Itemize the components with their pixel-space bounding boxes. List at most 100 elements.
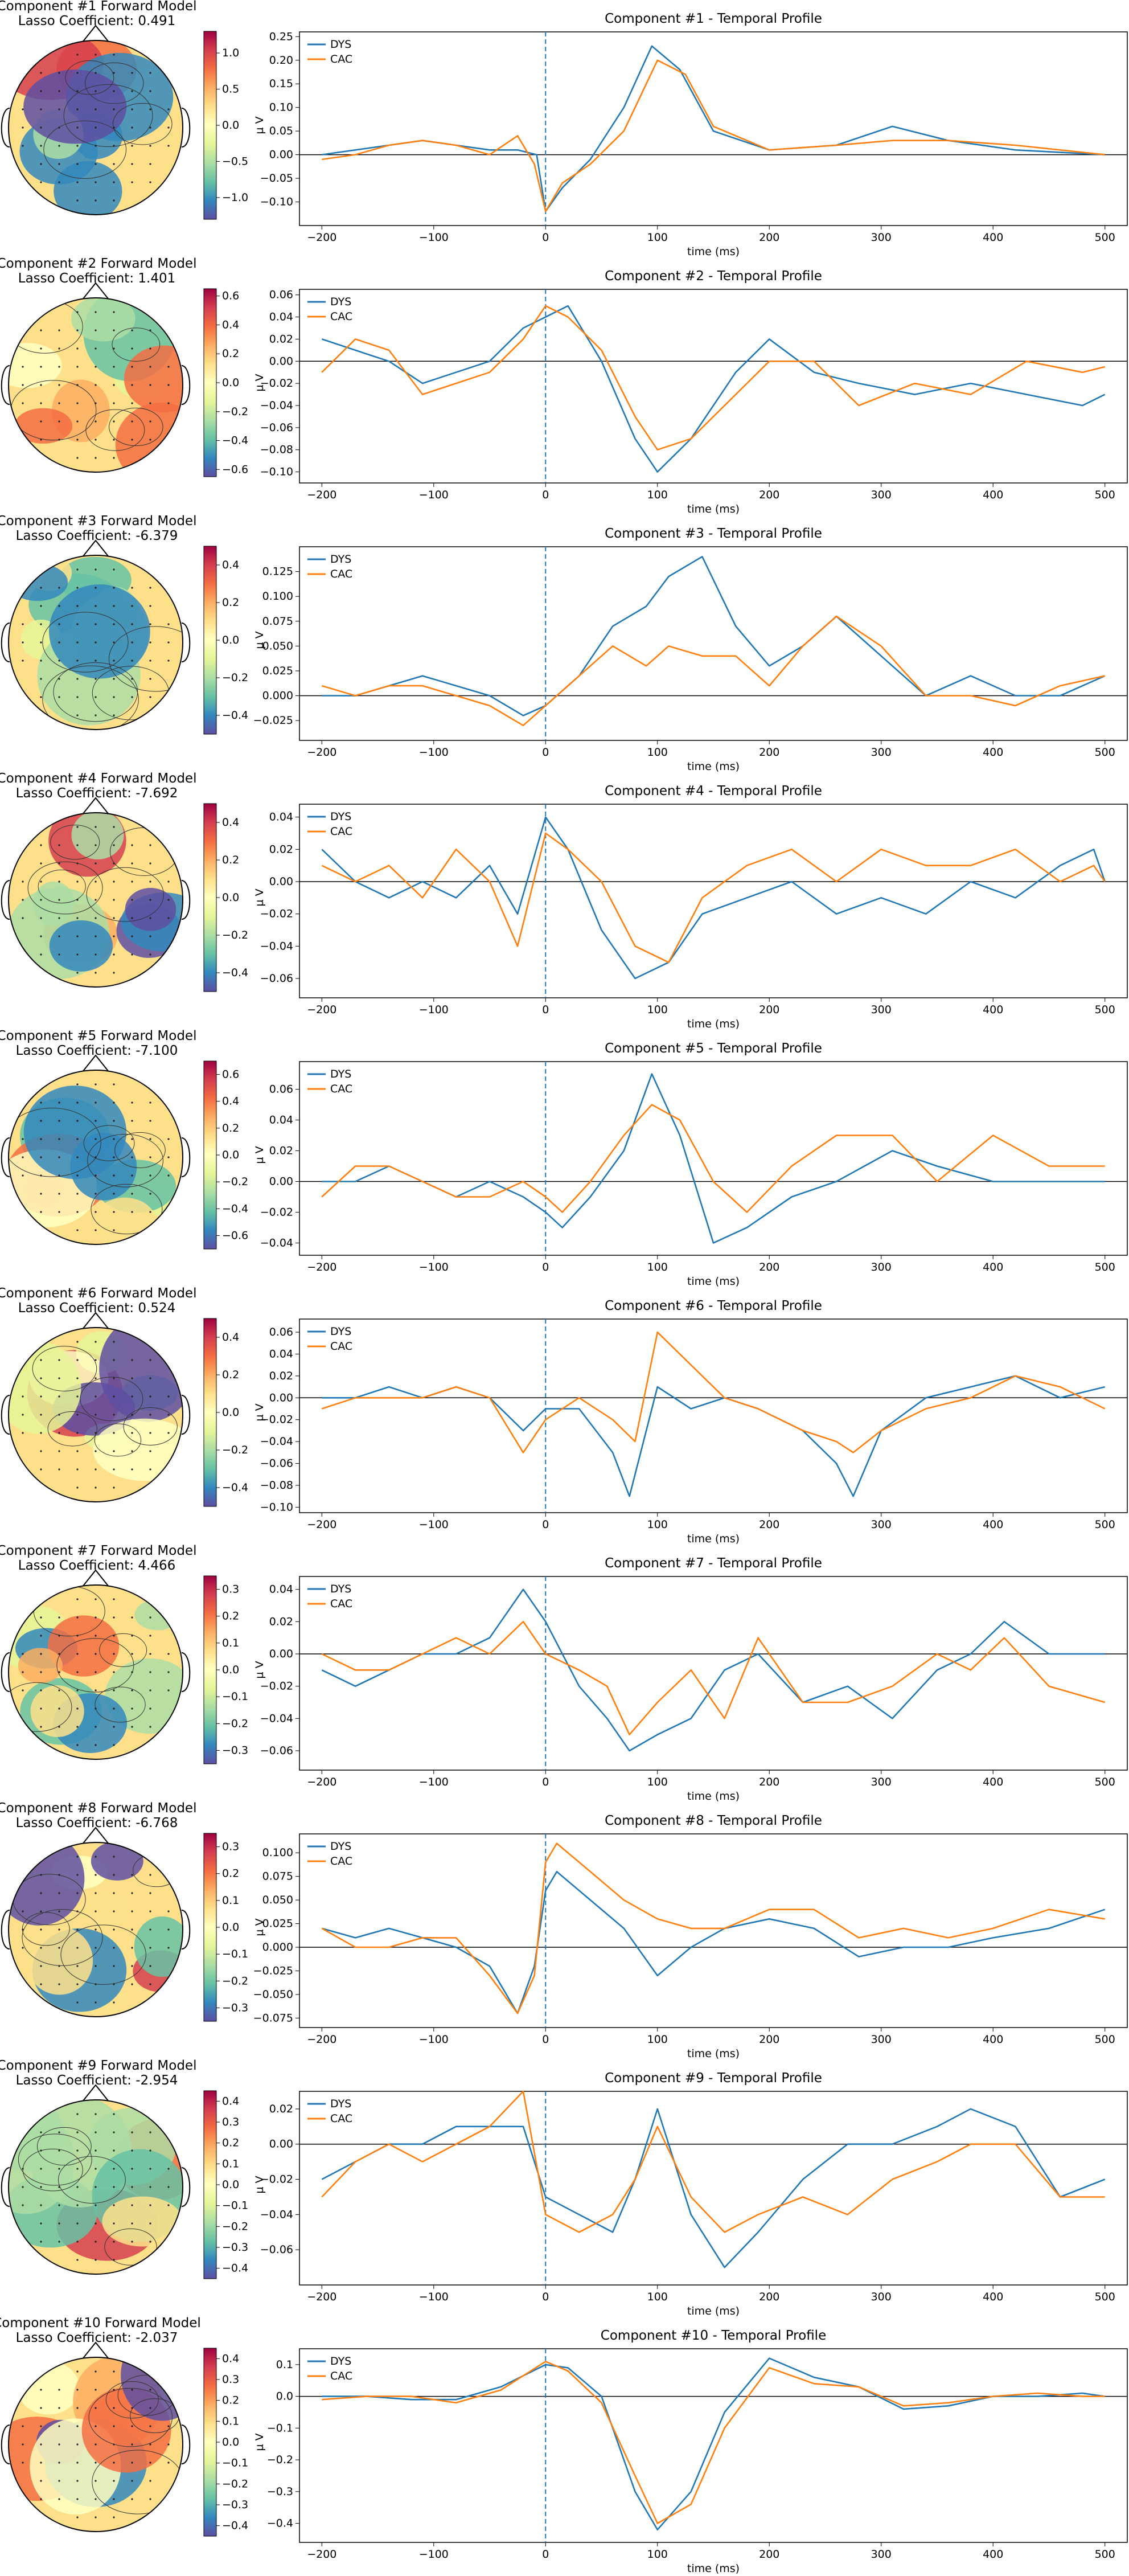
electrode: [58, 145, 60, 147]
scalp-map: [9, 813, 183, 987]
electrode: [131, 145, 133, 147]
electrode: [58, 1377, 60, 1379]
electrode: [113, 1359, 115, 1361]
electrode: [113, 347, 115, 350]
legend-label-dys: DYS: [330, 1325, 351, 1338]
electrode: [22, 2186, 24, 2188]
electrode: [76, 1341, 79, 1343]
x-tick-label: 300: [871, 2291, 892, 2303]
electrode: [167, 2425, 170, 2427]
electrode: [58, 1910, 60, 1912]
x-tick-label: 300: [871, 489, 892, 501]
electrode: [113, 1377, 115, 1379]
electrode: [95, 568, 97, 571]
y-tick-label: −0.06: [260, 1457, 293, 1470]
y-tick-label: 0.02: [269, 1145, 293, 1157]
electrode: [113, 2131, 115, 2133]
electrode: [76, 1174, 79, 1177]
electrode: [167, 402, 170, 404]
colorbar-tick-label: −0.3: [222, 1744, 248, 1756]
colorbar-tick-label: 0.2: [222, 1610, 239, 1623]
electrode: [131, 384, 133, 386]
electrode: [113, 2168, 115, 2170]
colorbar-tick-label: −0.4: [222, 966, 248, 979]
electrode: [149, 1874, 151, 1876]
contour-line: [88, 2387, 173, 2447]
y-tick-label: 0.04: [269, 1583, 293, 1596]
electrode: [131, 2131, 133, 2133]
electrode: [113, 2241, 115, 2243]
electrode: [131, 163, 133, 165]
electrode: [131, 1377, 133, 1379]
electrode: [95, 899, 97, 901]
electrode: [22, 126, 24, 129]
electrode: [95, 90, 97, 92]
electrode: [76, 1432, 79, 1434]
right-ear: [181, 623, 191, 662]
lasso-coefficient: Lasso Coefficient: 4.466: [18, 1558, 175, 1573]
electrode: [58, 2131, 60, 2133]
electrode: [40, 2204, 42, 2206]
x-tick-label: −200: [307, 2548, 336, 2561]
electrode: [95, 2443, 97, 2446]
plot-axes: [299, 1833, 1128, 2028]
electrode: [113, 2259, 115, 2261]
x-tick-label: 100: [647, 231, 668, 244]
electrode: [95, 2425, 97, 2427]
x-tick-label: 500: [1095, 2291, 1115, 2303]
electrode: [58, 862, 60, 865]
series-line-dys: [321, 1588, 1105, 1752]
contour-line: [92, 2450, 183, 2514]
x-tick-label: 400: [983, 2291, 1003, 2303]
x-axis-label: time (ms): [687, 245, 740, 258]
electrode: [22, 660, 24, 662]
colorbar-tick-label: 0.4: [222, 2095, 239, 2107]
electrode: [58, 1414, 60, 1416]
electrode: [95, 439, 97, 441]
colorbar-tick-label: −0.2: [222, 1444, 248, 1456]
temporal-profile-title: Component #1 - Temporal Profile: [605, 11, 822, 26]
electrode: [149, 1377, 151, 1379]
electrode: [22, 384, 24, 386]
electrode: [95, 1744, 97, 1746]
electrode: [113, 1450, 115, 1452]
electrode: [40, 2186, 42, 2188]
y-tick-label: 0.00: [269, 149, 293, 161]
electrode: [131, 953, 133, 956]
electrode: [131, 1193, 133, 1195]
colorbar: [203, 2090, 217, 2279]
series-line-cac: [322, 2361, 1105, 2524]
x-tick-label: 0: [542, 1261, 549, 1273]
y-tick-label: 0.04: [269, 311, 293, 323]
electrode: [40, 1707, 42, 1710]
electrode: [113, 1653, 115, 1655]
electrode: [76, 1744, 79, 1746]
plot-axes: [299, 546, 1128, 741]
legend-label-cac: CAC: [330, 2370, 352, 2382]
legend-label-dys: DYS: [330, 1583, 351, 1595]
x-tick-label: −100: [419, 2033, 449, 2046]
electrode: [131, 2222, 133, 2225]
electrode: [76, 1395, 79, 1398]
electrode: [149, 880, 151, 883]
electrode: [131, 623, 133, 625]
electrode: [131, 2425, 133, 2427]
series-line-cac: [321, 832, 1106, 963]
right-ear: [181, 1910, 191, 1950]
electrode: [113, 1910, 115, 1912]
x-tick-label: 400: [983, 1004, 1003, 1016]
y-tick-label: −0.04: [260, 1435, 293, 1448]
y-tick-label: −0.4: [267, 2517, 293, 2530]
nose: [81, 1826, 110, 1845]
y-tick-label: −0.10: [260, 466, 293, 478]
electrode: [76, 917, 79, 919]
electrode: [149, 641, 151, 644]
electrode: [113, 54, 115, 56]
electrode: [22, 1432, 24, 1434]
electrode: [58, 439, 60, 441]
electrode: [40, 1101, 42, 1104]
temporal-profile-title: Component #6 - Temporal Profile: [605, 1299, 822, 1313]
electrode: [76, 568, 79, 571]
